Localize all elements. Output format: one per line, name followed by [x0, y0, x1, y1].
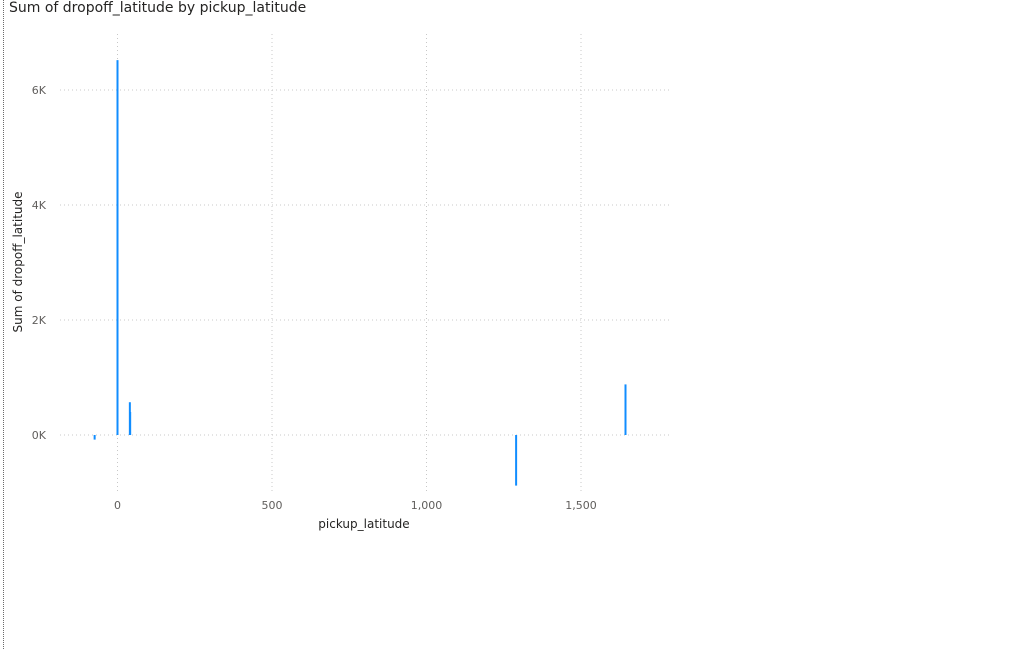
x-axis-title: pickup_latitude: [318, 517, 409, 531]
x-tick-label: 1,000: [411, 499, 443, 512]
bars: [93, 60, 627, 486]
visual-frame: [3, 0, 1034, 649]
x-tick-label: 500: [262, 499, 283, 512]
y-axis-title: Sum of dropoff_latitude: [11, 192, 25, 333]
y-gridlines: [60, 89, 672, 436]
x-tick-label: 0: [114, 499, 121, 512]
x-tick-label: 1,500: [565, 499, 597, 512]
chart-title: Sum of dropoff_latitude by pickup_latitu…: [9, 0, 307, 16]
x-tick-labels: 0 500 1,000 1,500: [114, 499, 597, 512]
x-gridlines: [117, 34, 582, 492]
y-tick-label: 2K: [32, 314, 47, 327]
y-tick-labels: 0K 2K 4K 6K: [32, 84, 47, 442]
y-tick-label: 0K: [32, 429, 47, 442]
y-tick-label: 4K: [32, 199, 47, 212]
y-tick-label: 6K: [32, 84, 47, 97]
